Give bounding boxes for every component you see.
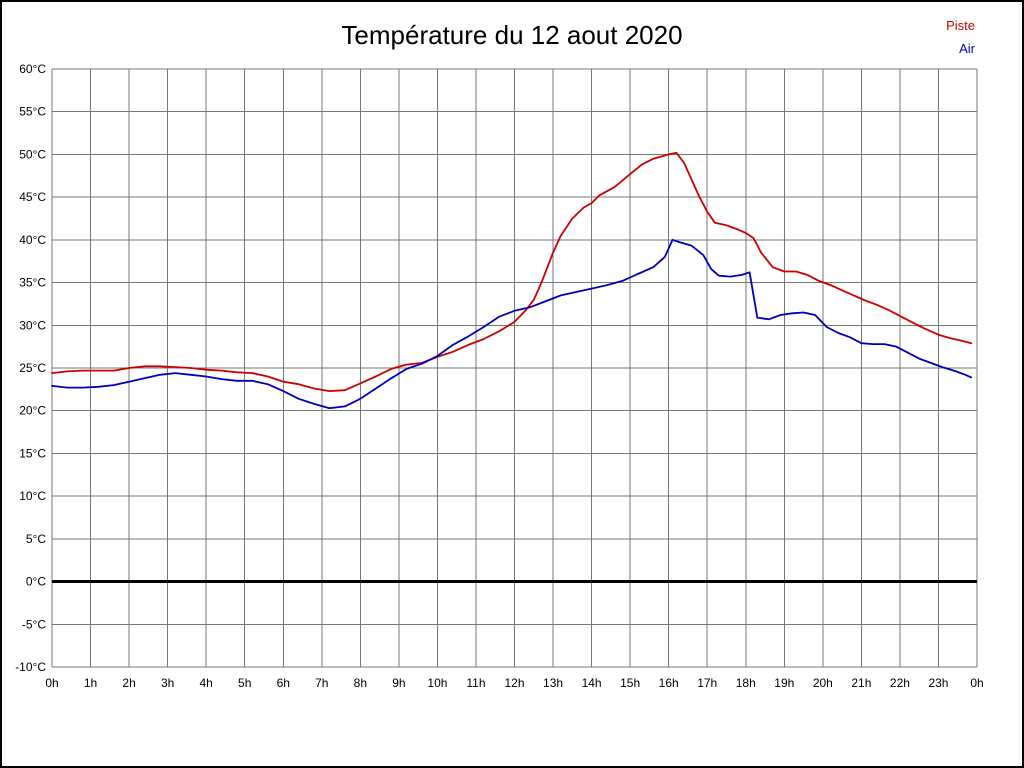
legend-item-air: Air <box>959 41 975 56</box>
legend-item-piste: Piste <box>946 18 975 33</box>
x-tick-label: 19h <box>774 676 794 690</box>
x-tick-label: 8h <box>354 676 367 690</box>
y-tick-label: 40°C <box>19 233 46 247</box>
x-tick-label: 18h <box>736 676 756 690</box>
y-tick-label: 0°C <box>26 575 46 589</box>
y-tick-label: -5°C <box>22 617 46 631</box>
x-axis-labels: 0h 1h 2h 3h 4h 5h 6h 7h 8h 9h 10h 11h 12h 13h 14h 15h 16… <box>45 676 983 690</box>
y-tick-label: 60°C <box>19 62 46 76</box>
x-tick-label: 17h <box>697 676 717 690</box>
x-tick-label: 20h <box>813 676 833 690</box>
x-tick-label: 12h <box>504 676 524 690</box>
x-tick-label: 0h <box>45 676 58 690</box>
x-tick-label: 13h <box>543 676 563 690</box>
x-tick-label: 3h <box>161 676 174 690</box>
x-tick-label: 7h <box>315 676 328 690</box>
x-tick-label: 4h <box>199 676 212 690</box>
x-tick-label: 1h <box>84 676 97 690</box>
y-tick-label: 55°C <box>19 105 46 119</box>
x-tick-label: 10h <box>427 676 447 690</box>
x-tick-label: 21h <box>851 676 871 690</box>
x-tick-label: 6h <box>277 676 290 690</box>
x-tick-label: 22h <box>890 676 910 690</box>
y-tick-label: 20°C <box>19 404 46 418</box>
y-tick-label: 15°C <box>19 446 46 460</box>
air-series-line <box>51 238 973 410</box>
chart-title: Température du 12 aout 2020 <box>341 20 683 50</box>
x-tick-label: 2h <box>122 676 135 690</box>
y-tick-label: 10°C <box>19 489 46 503</box>
x-tick-label: 9h <box>392 676 405 690</box>
legend: Piste Air <box>946 14 975 60</box>
y-tick-label: 30°C <box>19 318 46 332</box>
x-tick-label: 14h <box>582 676 602 690</box>
y-tick-label: 50°C <box>19 147 46 161</box>
x-tick-label: 15h <box>620 676 640 690</box>
piste-series-line <box>51 151 973 393</box>
y-tick-label: 5°C <box>26 532 46 546</box>
y-tick-label: 25°C <box>19 361 46 375</box>
x-tick-label: 16h <box>659 676 679 690</box>
y-tick-label: -10°C <box>15 660 46 674</box>
x-tick-label: 23h <box>928 676 948 690</box>
y-tick-label: 45°C <box>19 190 46 204</box>
y-axis-labels: 60°C 55°C 50°C 45°C 40°C 35°C 30°C 25°C 20°C 15°C… <box>15 62 46 674</box>
x-tick-label: 5h <box>238 676 251 690</box>
x-tick-label: 0h <box>970 676 983 690</box>
x-tick-label: 11h <box>466 676 485 690</box>
y-tick-label: 35°C <box>19 276 46 290</box>
